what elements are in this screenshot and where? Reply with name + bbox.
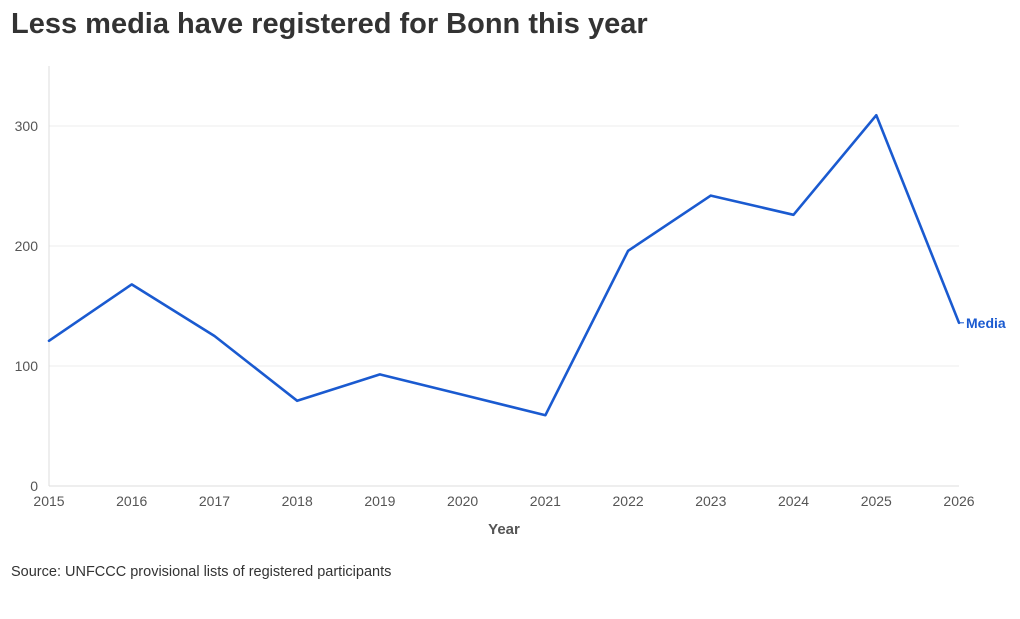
x-tick-label: 2019 — [364, 493, 395, 509]
x-tick-label: 2022 — [613, 493, 644, 509]
axes — [48, 66, 959, 487]
y-tick-label: 300 — [15, 118, 39, 134]
y-axis-ticks: 0 100 200 300 — [15, 118, 39, 494]
x-tick-label: 2025 — [861, 493, 892, 509]
x-tick-label: 2024 — [778, 493, 809, 509]
series-lines: Media — [47, 113, 1006, 417]
chart-title: Less media have registered for Bonn this… — [11, 8, 648, 40]
series-label: Media — [966, 315, 1006, 331]
y-tick-label: 200 — [15, 238, 39, 254]
x-tick-label: 2017 — [199, 493, 230, 509]
source-note: Source: UNFCCC provisional lists of regi… — [11, 564, 392, 580]
y-tick-label: 0 — [30, 478, 38, 494]
x-tick-label: 2016 — [116, 493, 147, 509]
x-tick-label: 2023 — [695, 493, 726, 509]
line-chart: 2015 2016 2017 2018 2019 2020 2021 2022 2023 2024… — [15, 66, 1006, 538]
x-tick-label: 2018 — [282, 493, 313, 509]
series-line — [47, 113, 961, 417]
x-tick-label: 2021 — [530, 493, 561, 509]
gridlines — [49, 125, 959, 367]
x-tick-label: 2020 — [447, 493, 478, 509]
x-axis-title: Year — [488, 521, 520, 538]
x-tick-label: 2026 — [943, 493, 974, 509]
x-tick-label: 2015 — [33, 493, 64, 509]
y-tick-label: 100 — [15, 358, 39, 374]
x-axis-ticks: 2015 2016 2017 2018 2019 2020 2021 2022 2023 2024… — [33, 493, 974, 509]
